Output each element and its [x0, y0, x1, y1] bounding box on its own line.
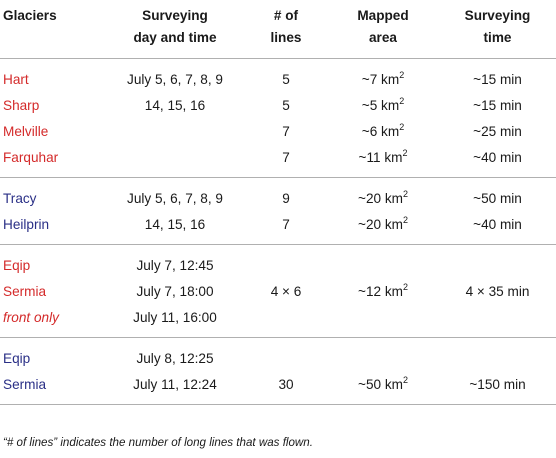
survey-time: ~15 min — [473, 97, 522, 113]
line-count — [245, 338, 327, 372]
survey-day — [105, 144, 245, 178]
glacier-name: front only — [0, 304, 105, 338]
survey-time: ~25 min — [473, 123, 522, 139]
line-count: 5 — [282, 71, 290, 87]
mapped-area — [327, 304, 439, 338]
glacier-name: Tracy — [3, 190, 37, 206]
line-count: 30 — [245, 371, 327, 405]
survey-day: July 5, 6, 7, 8, 9 — [127, 71, 223, 87]
survey-time: ~40 min — [439, 211, 556, 245]
survey-day: July 8, 12:25 — [136, 350, 214, 366]
line-count: 7 — [282, 123, 290, 139]
glacier-survey-table: Glaciers Surveying day and time # of lin… — [0, 0, 556, 405]
header-mapped-area: Mapped area — [327, 0, 439, 59]
header-surveying-day: Surveying day and time — [105, 0, 245, 59]
mapped-area: ~50 km2 — [327, 371, 439, 405]
survey-day: July 11, 12:24 — [105, 371, 245, 405]
table-row: Sermia July 7, 18:00 4 × 6 ~12 km2 4 × 3… — [0, 278, 556, 304]
survey-time: ~15 min — [473, 71, 522, 87]
table-footnote: “# of lines” indicates the number of lon… — [3, 436, 313, 449]
table-row: Hart July 5, 6, 7, 8, 9 5 ~7 km2 ~15 min — [0, 59, 556, 93]
glacier-name: Melville — [3, 123, 49, 139]
survey-time: ~150 min — [439, 371, 556, 405]
header-row: Glaciers Surveying day and time # of lin… — [0, 0, 556, 59]
survey-day — [105, 118, 245, 144]
survey-day: July 5, 6, 7, 8, 9 — [127, 190, 223, 206]
line-count: 5 — [282, 97, 290, 113]
glacier-name: Farquhar — [0, 144, 105, 178]
table-row: Melville 7 ~6 km2 ~25 min — [0, 118, 556, 144]
table-row: Eqip July 8, 12:25 — [0, 338, 556, 372]
mapped-area: ~6 km2 — [361, 121, 405, 139]
glacier-name: Heilprin — [0, 211, 105, 245]
glacier-name: Eqip — [3, 257, 31, 273]
survey-day: 14, 15, 16 — [144, 97, 206, 113]
survey-time: ~40 min — [439, 144, 556, 178]
mapped-area — [327, 245, 439, 279]
survey-time — [439, 245, 556, 279]
table-row: Farquhar 7 ~11 km2 ~40 min — [0, 144, 556, 178]
survey-time: 4 × 35 min — [465, 283, 530, 299]
mapped-area: ~20 km2 — [327, 211, 439, 245]
line-count: 9 — [282, 190, 290, 206]
mapped-area: ~20 km2 — [358, 188, 408, 206]
table-row: Heilprin 14, 15, 16 7 ~20 km2 ~40 min — [0, 211, 556, 245]
survey-time: ~50 min — [473, 190, 522, 206]
survey-day: July 7, 18:00 — [136, 283, 214, 299]
table-row: Sharp 14, 15, 16 5 ~5 km2 ~15 min — [0, 92, 556, 118]
table-row: Tracy July 5, 6, 7, 8, 9 9 ~20 km2 ~50 m… — [0, 178, 556, 212]
survey-day: July 7, 12:45 — [136, 257, 214, 273]
glacier-name: Sermia — [3, 283, 47, 299]
header-glaciers: Glaciers — [0, 0, 105, 59]
mapped-area: ~7 km2 — [361, 69, 405, 87]
glacier-name: Sermia — [0, 371, 105, 405]
survey-time — [439, 304, 556, 338]
line-count — [245, 245, 327, 279]
table-row: front only July 11, 16:00 — [0, 304, 556, 338]
mapped-area — [327, 338, 439, 372]
mapped-area: ~11 km2 — [327, 144, 439, 178]
mapped-area: ~5 km2 — [361, 95, 405, 113]
line-count — [245, 304, 327, 338]
line-count: 4 × 6 — [270, 283, 302, 299]
header-lines: # of lines — [245, 0, 327, 59]
survey-day: July 11, 16:00 — [105, 304, 245, 338]
table-row: Eqip July 7, 12:45 — [0, 245, 556, 279]
survey-day: 14, 15, 16 — [105, 211, 245, 245]
mapped-area: ~12 km2 — [358, 281, 408, 299]
glacier-name: Eqip — [3, 350, 31, 366]
table-row: Sermia July 11, 12:24 30 ~50 km2 ~150 mi… — [0, 371, 556, 405]
line-count: 7 — [245, 211, 327, 245]
header-surveying-time: Surveying time — [439, 0, 556, 59]
line-count: 7 — [245, 144, 327, 178]
glacier-name: Hart — [3, 71, 29, 87]
survey-time — [439, 338, 556, 372]
glacier-name: Sharp — [3, 97, 40, 113]
